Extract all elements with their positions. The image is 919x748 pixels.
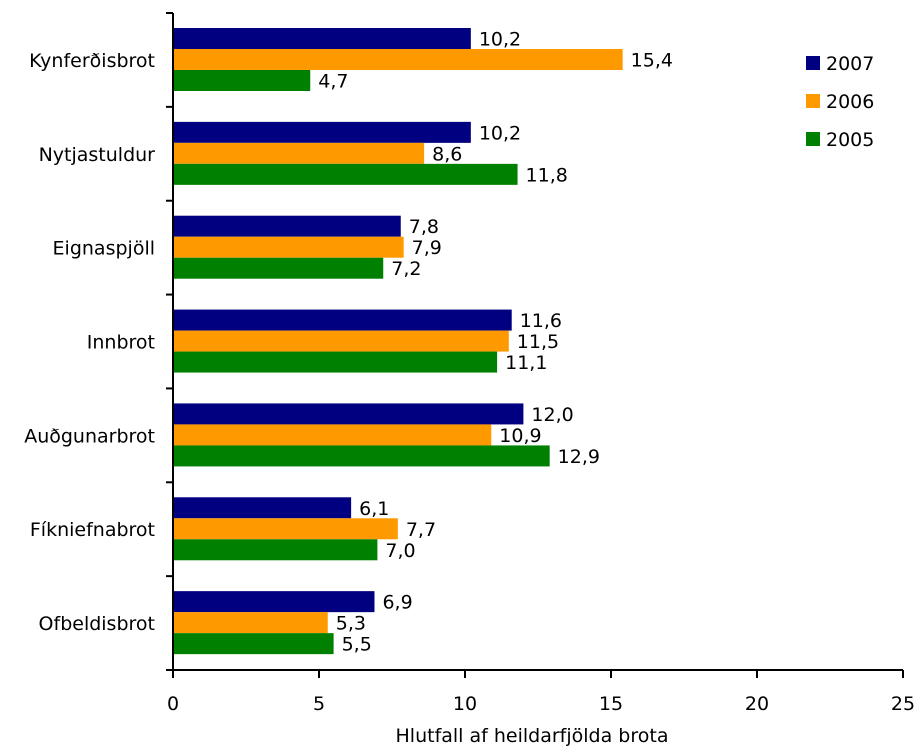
bar-2006-7 [173,612,328,634]
bar-value-label: 10,9 [499,425,541,447]
bar-value-label: 11,8 [526,164,568,186]
bar-2005-7 [173,633,334,655]
bar-value-label: 12,9 [558,446,600,468]
bars-group [173,28,623,655]
bar-2005-5 [173,445,550,467]
bar-2007-2 [173,121,471,143]
x-tick-label: 25 [891,693,915,715]
bar-value-label: 7,8 [409,216,439,238]
legend-swatch-2006 [806,94,820,108]
category-label: Innbrot [87,332,155,354]
bar-value-label: 12,0 [531,404,573,426]
x-tick-label: 15 [599,693,623,715]
bar-2006-4 [173,330,509,352]
bar-value-label: 6,9 [382,592,412,614]
bar-value-label: 10,2 [479,122,521,144]
bar-value-label: 7,9 [412,237,442,259]
bar-value-label: 4,7 [318,71,348,93]
bar-value-label: 7,0 [385,540,415,562]
bar-2005-4 [173,351,498,373]
bar-2005-6 [173,539,378,561]
bar-2005-3 [173,257,384,279]
x-tick-label: 20 [745,693,769,715]
bar-value-label: 15,4 [631,50,673,72]
bar-value-label: 8,6 [432,143,462,165]
value-labels-group: 10,215,44,710,28,611,87,87,97,211,611,51… [318,29,673,656]
y-axis-ticks [166,12,173,671]
category-labels: Kynferðisbrot Nytjastuldur Eignaspjöll Innb… [24,50,155,635]
category-label: Eignaspjöll [53,238,155,260]
bar-2007-5 [173,403,524,425]
x-axis-ticks: 0 5 10 15 20 25 [167,670,915,715]
category-label: Nytjastuldur [39,144,156,166]
legend: 2007 2006 2005 [806,53,874,151]
x-tick-label: 5 [313,693,325,715]
bar-value-label: 5,3 [336,613,366,635]
bar-value-label: 11,1 [505,352,547,374]
legend-swatch-2007 [806,56,820,70]
category-label: Kynferðisbrot [29,50,155,72]
bar-2006-1 [173,49,623,70]
bar-2007-7 [173,591,375,613]
category-label: Auðgunarbrot [24,425,155,447]
bar-2007-6 [173,497,352,519]
bar-2006-2 [173,142,425,164]
bar-2006-5 [173,424,492,446]
category-label: Fíkniefnabrot [30,519,155,541]
legend-swatch-2005 [806,132,820,146]
bar-2006-3 [173,236,404,258]
bar-2005-1 [173,70,311,91]
bar-value-label: 6,1 [359,498,389,520]
x-axis-title: Hlutfall af heildarfjölda brota [396,725,669,747]
bar-2005-2 [173,163,518,185]
legend-label: 2006 [826,91,874,113]
legend-label: 2005 [826,129,874,151]
bar-value-label: 7,2 [391,258,421,280]
legend-label: 2007 [826,53,874,75]
x-tick-label: 10 [453,693,477,715]
x-tick-label: 0 [167,693,179,715]
bar-value-label: 11,6 [520,310,562,332]
bar-2007-4 [173,309,512,331]
category-label: Ofbeldisbrot [39,613,155,635]
bar-2007-1 [173,28,471,49]
bar-value-label: 7,7 [406,519,436,541]
bar-value-label: 10,2 [479,29,521,51]
bar-2006-6 [173,518,398,540]
bar-2007-3 [173,215,401,237]
bar-value-label: 5,5 [342,634,372,656]
bar-value-label: 11,5 [517,331,559,353]
